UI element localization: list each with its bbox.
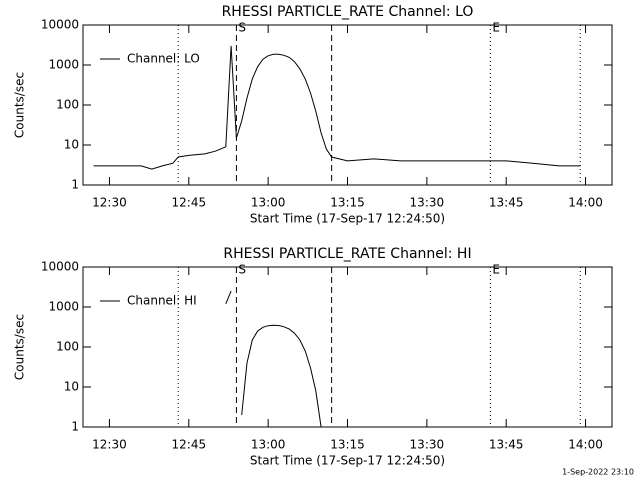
legend-label: Channel: LO bbox=[127, 52, 200, 66]
chart-title: RHESSI PARTICLE_RATE Channel: LO bbox=[222, 4, 474, 20]
y-tick-label: 1 bbox=[71, 178, 79, 192]
y-axis-label: Counts/sec bbox=[13, 314, 27, 380]
x-tick-label: 13:15 bbox=[330, 196, 365, 210]
x-tick-label: 14:00 bbox=[568, 196, 603, 210]
x-tick-label: 12:45 bbox=[172, 438, 207, 452]
x-axis-label: Start Time (17-Sep-17 12:24:50) bbox=[250, 454, 445, 468]
event-marker-label: S bbox=[238, 263, 246, 277]
y-tick-label: 1000 bbox=[48, 58, 79, 72]
legend-label: Channel: HI bbox=[127, 294, 197, 308]
event-marker-label: E bbox=[492, 21, 500, 35]
x-tick-label: 12:30 bbox=[92, 196, 127, 210]
chart-title: RHESSI PARTICLE_RATE Channel: HI bbox=[223, 246, 471, 262]
x-tick-label: 12:45 bbox=[172, 196, 207, 210]
y-tick-label: 100 bbox=[56, 340, 79, 354]
x-tick-label: 13:00 bbox=[251, 196, 286, 210]
x-tick-label: 13:45 bbox=[489, 196, 524, 210]
event-marker-label: E bbox=[492, 263, 500, 277]
y-axis-label: Counts/sec bbox=[13, 72, 27, 138]
footer: 1-Sep-2022 23:10 bbox=[562, 468, 634, 477]
x-tick-label: 13:00 bbox=[251, 438, 286, 452]
x-tick-label: 13:30 bbox=[410, 196, 445, 210]
data-line bbox=[93, 45, 581, 170]
y-tick-label: 10 bbox=[64, 380, 79, 394]
x-tick-label: 12:30 bbox=[92, 438, 127, 452]
x-tick-label: 13:30 bbox=[410, 438, 445, 452]
y-tick-label: 1000 bbox=[48, 300, 79, 314]
x-tick-label: 13:45 bbox=[489, 438, 524, 452]
x-axis-label: Start Time (17-Sep-17 12:24:50) bbox=[250, 212, 445, 226]
y-tick-label: 10 bbox=[64, 138, 79, 152]
y-tick-label: 10000 bbox=[41, 260, 79, 274]
x-tick-label: 14:00 bbox=[568, 438, 603, 452]
data-line bbox=[225, 290, 322, 428]
y-tick-label: 10000 bbox=[41, 18, 79, 32]
y-tick-label: 100 bbox=[56, 98, 79, 112]
x-tick-label: 13:15 bbox=[330, 438, 365, 452]
event-marker-label: S bbox=[238, 21, 246, 35]
y-tick-label: 1 bbox=[71, 420, 79, 434]
